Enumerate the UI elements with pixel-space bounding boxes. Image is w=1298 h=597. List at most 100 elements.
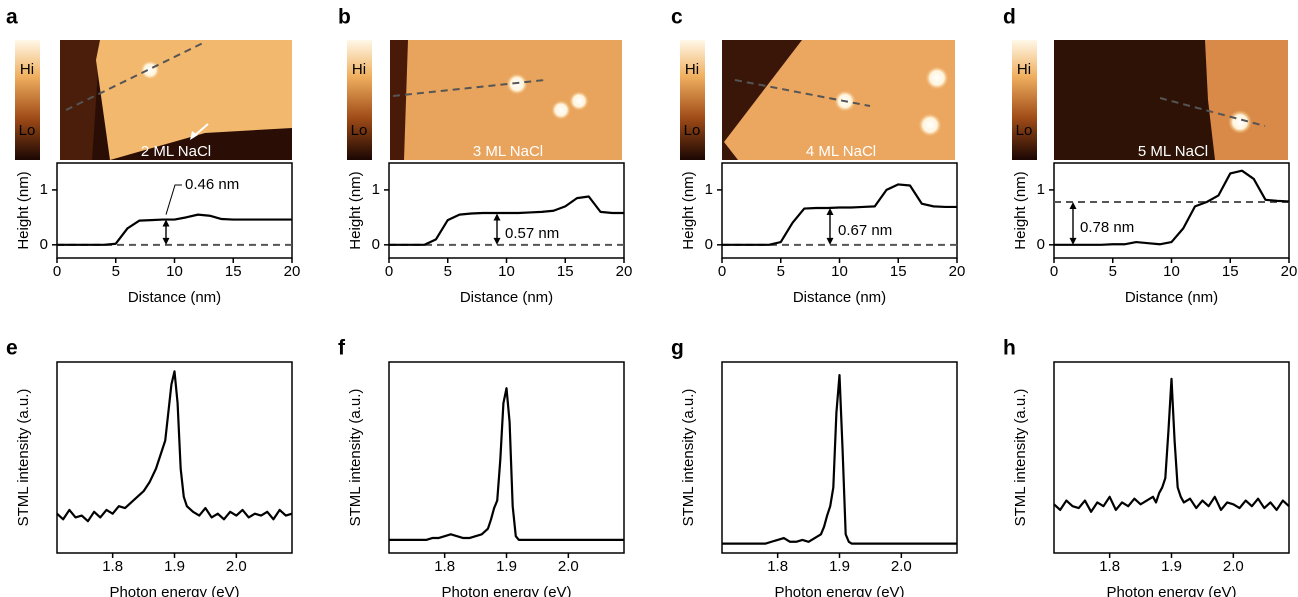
y-axis-label: STML intensity (a.u.) <box>347 389 364 527</box>
arrow-head <box>162 219 170 227</box>
y-tick-label: 1 <box>705 181 713 198</box>
image-label: 5 ML NaCl <box>1138 143 1208 160</box>
y-tick-label: 1 <box>1037 181 1045 198</box>
y-tick-label: 1 <box>372 181 380 198</box>
stm-image <box>722 40 955 160</box>
x-tick-label: 1.8 <box>102 558 123 575</box>
x-tick-label: 10 <box>166 263 183 280</box>
colorbar-lo: Lo <box>1016 122 1033 139</box>
x-tick-label: 2.0 <box>558 558 579 575</box>
panel-label: g <box>671 337 684 360</box>
x-tick-label: 2.0 <box>891 558 912 575</box>
annotation: 0.46 nm <box>185 176 239 193</box>
colorbar <box>680 40 705 160</box>
data-line <box>389 195 624 246</box>
arrow-head <box>826 237 834 245</box>
panel-label: h <box>1003 337 1016 360</box>
data-line <box>722 183 957 246</box>
stm-image <box>390 40 622 160</box>
colorbar <box>347 40 372 160</box>
x-tick-label: 5 <box>777 263 785 280</box>
x-tick-label: 15 <box>1222 263 1239 280</box>
annotation: 0.78 nm <box>1080 219 1134 236</box>
leader-line <box>165 184 182 215</box>
x-axis-label: Photon energy (eV) <box>109 584 239 597</box>
arrow-head <box>1069 201 1077 209</box>
y-axis-label: Height (nm) <box>15 171 32 249</box>
x-tick-label: 15 <box>557 263 574 280</box>
x-axis-label: Distance (nm) <box>460 289 553 306</box>
arrow-head <box>493 237 501 245</box>
x-tick-label: 20 <box>949 263 966 280</box>
arrow-head <box>826 208 834 216</box>
y-axis-label: Height (nm) <box>1012 171 1029 249</box>
stm-image <box>60 40 292 160</box>
x-tick-label: 1.9 <box>829 558 850 575</box>
data-line <box>56 370 293 523</box>
arrow-head <box>493 213 501 221</box>
y-tick-label: 0 <box>705 236 713 253</box>
plot-frame <box>56 361 293 554</box>
x-tick-label: 1.9 <box>1161 558 1182 575</box>
annotation: 0.57 nm <box>505 225 559 242</box>
x-tick-label: 0 <box>1050 263 1058 280</box>
panel-label: d <box>1003 6 1016 29</box>
x-tick-label: 1.8 <box>767 558 788 575</box>
panel-label: b <box>338 6 351 29</box>
panel-label: f <box>338 337 346 360</box>
x-tick-label: 10 <box>831 263 848 280</box>
x-axis-label: Distance (nm) <box>1125 289 1218 306</box>
x-tick-label: 20 <box>1281 263 1298 280</box>
colorbar-lo: Lo <box>351 122 368 139</box>
arrow-head <box>1069 237 1077 245</box>
colorbar-hi: Hi <box>20 61 34 78</box>
colorbar-lo: Lo <box>19 122 36 139</box>
colorbar-hi: Hi <box>685 61 699 78</box>
stm-image <box>1054 40 1288 160</box>
colorbar <box>1012 40 1037 160</box>
x-tick-label: 20 <box>616 263 633 280</box>
colorbar <box>15 40 40 160</box>
data-line <box>1053 377 1290 513</box>
y-tick-label: 0 <box>372 236 380 253</box>
panel-label: c <box>671 6 683 29</box>
image-label: 3 ML NaCl <box>473 143 543 160</box>
x-tick-label: 0 <box>53 263 61 280</box>
image-label: 4 ML NaCl <box>806 143 876 160</box>
x-axis-label: Photon energy (eV) <box>1106 584 1236 597</box>
data-line <box>389 387 624 541</box>
x-tick-label: 2.0 <box>226 558 247 575</box>
x-tick-label: 0 <box>718 263 726 280</box>
x-axis-label: Photon energy (eV) <box>441 584 571 597</box>
data-line <box>722 374 957 545</box>
x-tick-label: 10 <box>1163 263 1180 280</box>
x-tick-label: 5 <box>1109 263 1117 280</box>
x-tick-label: 0 <box>385 263 393 280</box>
x-axis-label: Photon energy (eV) <box>774 584 904 597</box>
x-tick-label: 15 <box>225 263 242 280</box>
x-axis-label: Distance (nm) <box>793 289 886 306</box>
x-tick-label: 15 <box>890 263 907 280</box>
x-tick-label: 2.0 <box>1223 558 1244 575</box>
y-axis-label: Height (nm) <box>680 171 697 249</box>
x-tick-label: 1.8 <box>434 558 455 575</box>
data-line <box>1054 169 1290 246</box>
arrow-head <box>162 237 170 245</box>
y-tick-label: 0 <box>1037 236 1045 253</box>
x-axis-label: Distance (nm) <box>128 289 221 306</box>
colorbar-hi: Hi <box>352 61 366 78</box>
panel-label: a <box>6 6 18 29</box>
x-tick-label: 1.9 <box>164 558 185 575</box>
x-tick-label: 1.9 <box>496 558 517 575</box>
panel-label: e <box>6 337 18 360</box>
y-axis-label: STML intensity (a.u.) <box>1012 389 1029 527</box>
x-tick-label: 20 <box>284 263 301 280</box>
colorbar-lo: Lo <box>684 122 701 139</box>
y-tick-label: 0 <box>40 236 48 253</box>
x-tick-label: 10 <box>498 263 515 280</box>
image-label: 2 ML NaCl <box>141 143 211 160</box>
x-tick-label: 5 <box>444 263 452 280</box>
colorbar-hi: Hi <box>1017 61 1031 78</box>
x-tick-label: 5 <box>112 263 120 280</box>
